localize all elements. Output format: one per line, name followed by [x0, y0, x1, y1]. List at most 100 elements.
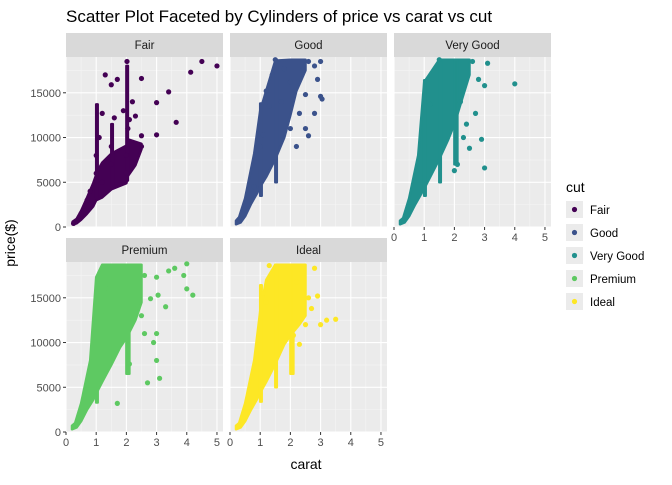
data-point	[478, 136, 485, 142]
data-point	[293, 143, 300, 150]
data-point	[87, 188, 93, 194]
data-point	[155, 292, 161, 298]
y-tick-label: 15000	[30, 88, 61, 100]
legend-swatch	[571, 206, 578, 213]
x-tick-label: 5	[542, 232, 548, 244]
data-point	[311, 265, 318, 271]
data-point	[466, 145, 473, 151]
data-point	[190, 292, 196, 298]
y-axis-title: price($)	[2, 219, 18, 266]
data-point	[302, 322, 309, 328]
data-point	[460, 134, 467, 141]
data-point	[263, 299, 269, 305]
data-point	[293, 279, 300, 285]
data-point	[436, 57, 442, 63]
data-point	[108, 143, 114, 150]
chart-title: Scatter Plot Faceted by Cylinders of pri…	[66, 7, 492, 26]
point-cloud	[234, 58, 307, 226]
data-point	[324, 317, 330, 323]
data-point	[305, 58, 312, 65]
data-point	[269, 72, 275, 78]
legend-label: Premium	[590, 274, 636, 286]
x-axis-title: carat	[290, 456, 321, 472]
data-point	[296, 110, 303, 116]
data-point	[481, 165, 488, 171]
point-cloud	[274, 263, 279, 389]
data-point	[153, 357, 160, 364]
data-point	[296, 341, 303, 347]
point-cloud	[125, 64, 130, 182]
data-point	[129, 99, 136, 105]
facet-strip	[66, 238, 223, 262]
data-point	[99, 313, 105, 319]
x-tick-label: 2	[451, 232, 457, 244]
legend-entry-good: Good	[566, 224, 618, 241]
data-point	[126, 117, 133, 123]
y-tick-label: 0	[55, 427, 61, 439]
data-point	[305, 295, 312, 301]
data-point	[260, 132, 266, 138]
data-point	[102, 72, 108, 78]
data-point	[78, 210, 84, 217]
data-point	[260, 290, 266, 296]
data-point	[305, 133, 312, 139]
x-tick-label: 5	[378, 437, 384, 449]
legend-label: Fair	[590, 205, 610, 217]
x-tick-label: 2	[287, 437, 293, 449]
data-point	[166, 89, 172, 95]
data-point	[314, 293, 321, 299]
x-tick-label: 0	[63, 437, 69, 449]
x-tick-label: 4	[348, 437, 354, 449]
data-point	[287, 125, 293, 132]
data-point	[141, 330, 148, 337]
facet-strip-label: Very Good	[445, 40, 499, 52]
data-point	[84, 197, 90, 203]
data-point	[120, 108, 126, 114]
data-point	[123, 152, 129, 159]
facet-strip	[230, 238, 387, 262]
data-point	[257, 143, 263, 150]
data-point	[512, 81, 518, 87]
legend-label: Very Good	[590, 251, 644, 263]
data-point	[181, 272, 187, 279]
data-point	[114, 76, 120, 82]
point-cloud	[453, 58, 459, 166]
point-cloud	[258, 284, 263, 403]
data-point	[481, 83, 488, 89]
data-point	[299, 67, 306, 74]
legend-entry-premium: Premium	[566, 270, 636, 287]
x-tick-label: 3	[482, 232, 488, 244]
data-point	[93, 170, 99, 176]
data-point	[302, 125, 309, 132]
data-point	[314, 76, 321, 82]
data-point	[108, 82, 114, 88]
data-point	[266, 103, 272, 109]
facet-panel-fair: Fair 0 5000 10000 15000	[30, 33, 223, 234]
data-point	[141, 272, 148, 279]
point-cloud	[274, 58, 279, 184]
data-point	[251, 184, 257, 190]
data-point	[108, 161, 114, 167]
x-tick-label: 0	[391, 232, 397, 244]
y-tick-label: 10000	[30, 338, 61, 350]
point-cloud	[110, 122, 115, 188]
x-tick-label: 3	[318, 437, 324, 449]
facet-strip-label: Ideal	[296, 245, 321, 257]
data-point	[272, 57, 278, 63]
point-cloud	[289, 263, 295, 376]
legend-swatch	[571, 275, 578, 282]
data-point	[299, 268, 306, 274]
data-point	[138, 133, 145, 139]
data-point	[308, 305, 315, 312]
facet-panel-ideal: Ideal 0 1 2 3 4 5	[227, 238, 387, 449]
data-point	[311, 110, 318, 116]
data-point	[153, 132, 160, 138]
data-point	[278, 99, 284, 105]
data-point	[281, 66, 287, 72]
data-point	[138, 143, 145, 150]
facet-strip-label: Good	[294, 40, 322, 52]
point-cloud	[94, 103, 99, 200]
